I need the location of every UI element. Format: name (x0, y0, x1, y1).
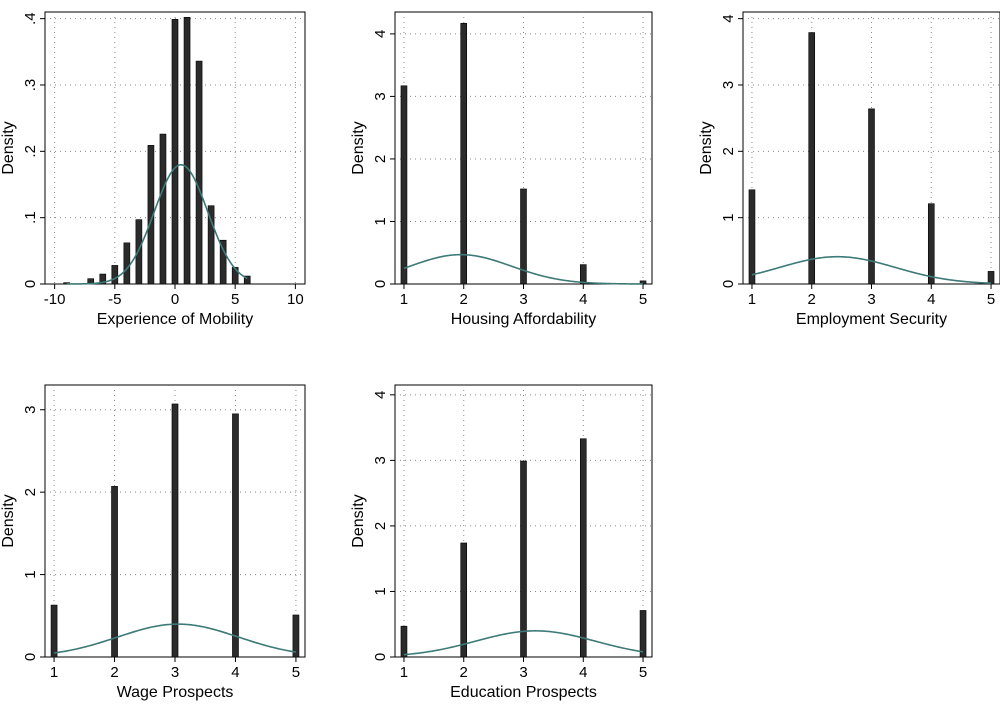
histogram-bar (987, 271, 995, 285)
histogram-bar (207, 205, 215, 285)
histogram-bar (292, 614, 300, 658)
y-tick-label: 2 (720, 147, 737, 155)
x-tick-label: 4 (579, 291, 587, 308)
y-axis-label: Density (350, 494, 367, 547)
histogram-bar (171, 403, 179, 658)
y-tick-label: 4 (372, 391, 389, 399)
histogram-bar (123, 242, 131, 285)
y-tick-label: 0 (22, 653, 39, 661)
y-tick-label: 0 (372, 653, 389, 661)
y-tick-label: 4 (720, 14, 737, 22)
histogram-panel-4: 1 2 3 4 5 0 1 2 3 Wage Prospects Density (0, 384, 306, 701)
x-tick-label: 3 (519, 291, 527, 308)
y-tick-label: 3 (22, 406, 39, 414)
x-tick-label: 10 (287, 291, 304, 308)
histogram-bar (460, 22, 468, 285)
y-tick-label: 1 (22, 570, 39, 578)
histogram-bar (460, 542, 468, 658)
histogram-bar (400, 85, 408, 285)
y-tick-label: 2 (372, 522, 389, 530)
x-tick-label: 1 (400, 291, 408, 308)
y-tick-label: 1 (720, 213, 737, 221)
normal-density-curve (751, 255, 992, 284)
x-axis-label: Wage Prospects (117, 684, 234, 701)
y-tick-label: 2 (22, 488, 39, 496)
y-axis-label: Density (0, 121, 17, 174)
histogram-bar (171, 18, 179, 285)
histogram-panel-2: 1 2 3 4 5 0 1 2 3 4 Housing Affordability Density (350, 11, 653, 328)
y-tick-label: 3 (372, 92, 389, 100)
x-tick-label: 3 (171, 664, 179, 681)
histogram-bar (99, 273, 107, 285)
y-tick-label: 1 (372, 217, 389, 225)
y-axis-label: Density (0, 494, 17, 547)
x-tick-label: 2 (460, 664, 468, 681)
histogram-bar (135, 219, 143, 285)
x-tick-label: 3 (867, 291, 875, 308)
y-tick-label: .1 (22, 211, 39, 224)
y-tick-label: 1 (372, 587, 389, 595)
x-tick-label: 1 (400, 664, 408, 681)
x-tick-label: 2 (808, 291, 816, 308)
y-tick-label: 0 (22, 280, 39, 288)
histogram-bar (400, 625, 408, 658)
normal-density-curve (53, 623, 297, 654)
x-tick-label: 0 (171, 291, 179, 308)
y-tick-label: 4 (372, 30, 389, 38)
x-tick-label: 3 (519, 664, 527, 681)
histogram-bar (579, 264, 587, 285)
histogram-bar (868, 108, 875, 285)
x-tick-label: 5 (987, 291, 995, 308)
histogram-bar (195, 60, 203, 285)
histogram-bar (579, 438, 587, 658)
x-tick-label: 4 (927, 291, 935, 308)
y-tick-label: 3 (372, 456, 389, 464)
x-axis-label: Employment Security (796, 311, 947, 328)
x-tick-label: 5 (639, 291, 647, 308)
histogram-bar (927, 203, 935, 285)
x-tick-label: 2 (460, 291, 468, 308)
histogram-bar (219, 239, 227, 285)
x-tick-label: 1 (50, 664, 58, 681)
histogram-bar (639, 610, 647, 658)
y-tick-label: 0 (372, 280, 389, 288)
x-axis-label: Education Prospects (450, 684, 597, 701)
y-tick-label: 3 (720, 81, 737, 89)
x-tick-label: -10 (44, 291, 66, 308)
histogram-bar (111, 486, 118, 658)
histogram-panel-5: 1 2 3 4 5 0 1 2 3 4 Education Prospects Density (350, 384, 653, 701)
histogram-bar (808, 32, 816, 285)
y-axis-label: Density (698, 121, 715, 174)
x-axis-label: Housing Affordability (451, 311, 597, 328)
histogram-bar (748, 189, 756, 285)
y-tick-label: .4 (22, 12, 39, 25)
x-tick-label: 4 (579, 664, 587, 681)
y-axis-label: Density (350, 121, 367, 174)
normal-density-curve (403, 253, 644, 285)
histogram-panel-1: -10 -5 0 5 10 0 .1 .2 .3 .4 Experience of Mobility… (0, 11, 306, 328)
y-tick-label: 2 (372, 155, 389, 163)
histogram-bar (243, 275, 251, 285)
histogram-bar (50, 604, 58, 658)
histogram-panel-3: 1 2 3 4 5 0 1 2 3 4 Employment Security Density (698, 11, 1000, 328)
x-tick-label: 1 (748, 291, 756, 308)
y-tick-label: .3 (22, 79, 39, 92)
histogram-bar (520, 460, 527, 658)
y-tick-label: 0 (720, 280, 737, 288)
x-tick-label: 5 (639, 664, 647, 681)
x-tick-label: 2 (110, 664, 118, 681)
x-tick-label: 5 (292, 664, 300, 681)
histogram-bar (111, 265, 119, 285)
x-tick-label: 5 (231, 291, 239, 308)
histogram-bar (183, 17, 191, 285)
y-tick-label: .2 (22, 145, 39, 158)
x-tick-label: -5 (108, 291, 121, 308)
histogram-bar (232, 413, 239, 658)
x-tick-label: 4 (231, 664, 239, 681)
x-axis-label: Experience of Mobility (97, 311, 254, 328)
histogram-bar (159, 133, 167, 285)
normal-density-curve (66, 163, 248, 285)
normal-density-curve (403, 630, 644, 656)
